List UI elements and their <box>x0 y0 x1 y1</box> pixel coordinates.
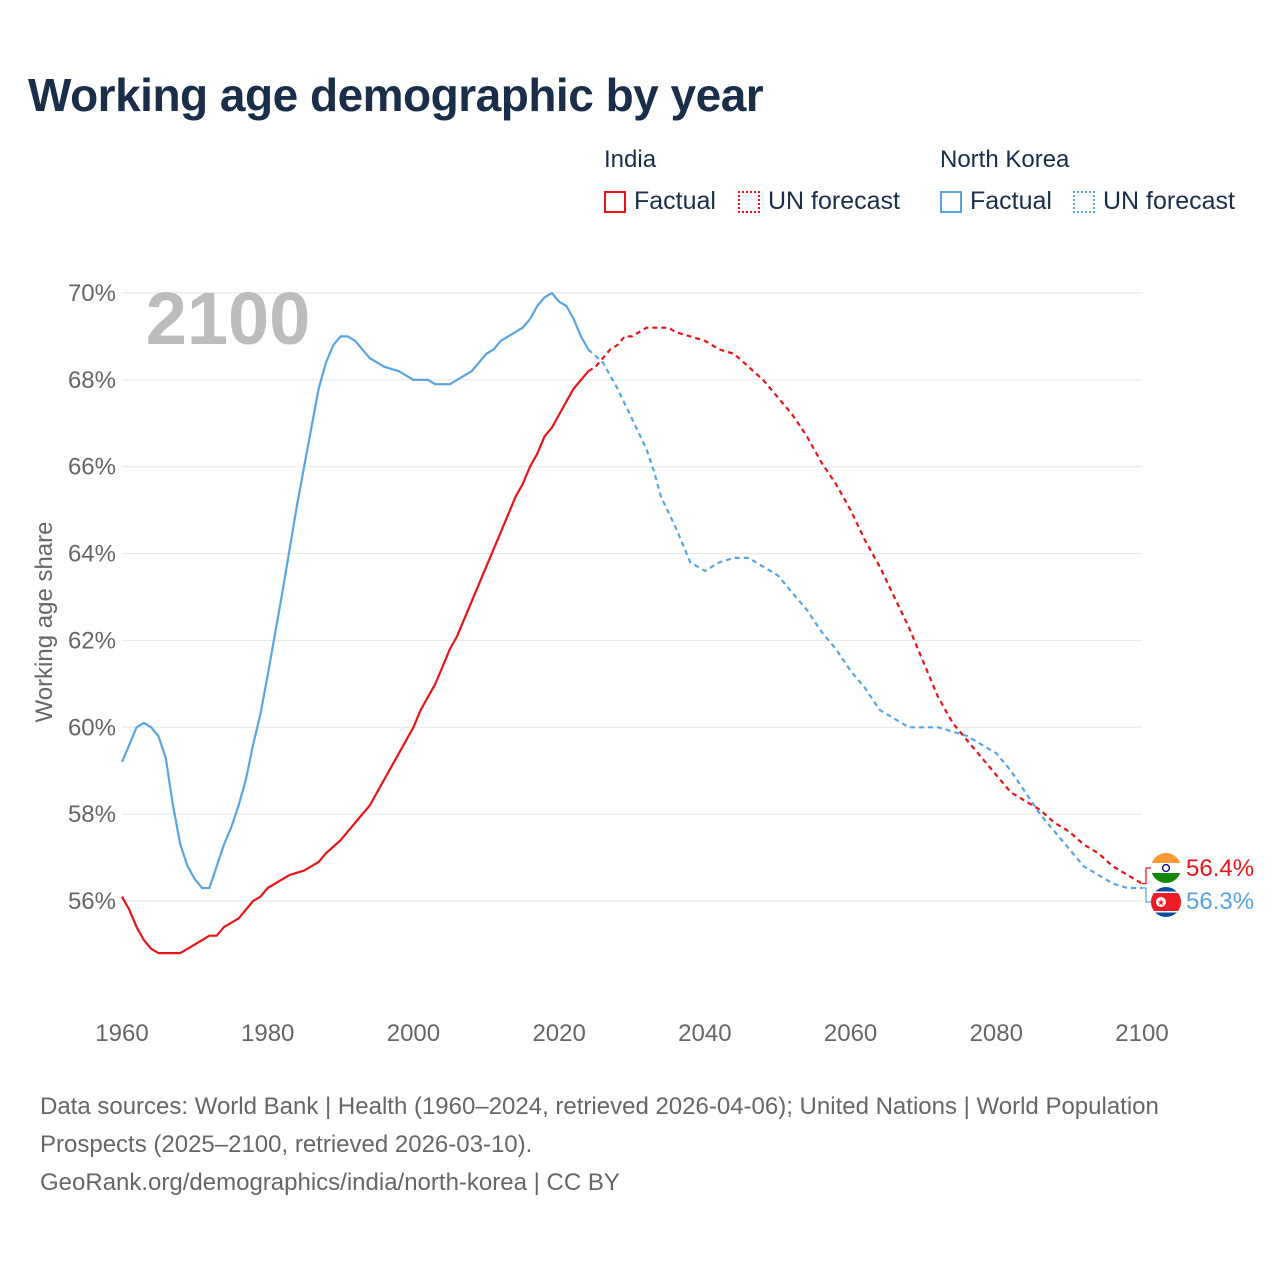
year-watermark: 2100 <box>146 277 311 360</box>
india-factual-line <box>121 370 590 955</box>
gridlines <box>122 292 1142 902</box>
footer: Data sources: World Bank | Health (1960–… <box>40 1088 1190 1202</box>
legend-swatch-dotted <box>738 190 760 213</box>
north-korea-flag-icon: ★ <box>1151 887 1181 917</box>
legend-north-korea-factual[interactable]: Factual <box>940 187 1052 216</box>
y-tick-label: 60% <box>68 714 116 741</box>
legend-label: Factual <box>970 187 1052 215</box>
legend-label: Factual <box>634 187 716 215</box>
end-label-connector <box>1142 887 1151 903</box>
legend-india-forecast[interactable]: UN forecast <box>738 187 900 216</box>
x-tick-label: 1980 <box>241 1020 294 1047</box>
x-tick-labels: 1960 1980 2000 2020 2040 2060 2080 2100 <box>95 1020 1168 1047</box>
end-label-connectors <box>1142 867 1151 903</box>
chart-title: Working age demographic by year <box>28 69 764 121</box>
x-tick-label: 2020 <box>532 1020 585 1047</box>
y-tick-labels: 56% 58% 60% 62% 64% 66% 68% 70% <box>68 280 116 915</box>
series-lines <box>120 291 1143 955</box>
legend-title-india: India <box>604 146 657 173</box>
legend-label: UN forecast <box>1103 187 1235 215</box>
line-chart: 2100 56% 58% 60% 62% 64% 66% 68% 70% 1960 1980 20… <box>31 277 1254 1047</box>
end-label-north-korea: 56.3% <box>1186 888 1254 915</box>
y-tick-label: 68% <box>68 367 116 394</box>
y-tick-label: 64% <box>68 541 116 568</box>
end-label-india: 56.4% <box>1186 855 1254 882</box>
india-flag-icon <box>1151 853 1181 883</box>
x-tick-label: 2080 <box>970 1020 1023 1047</box>
legend-india-factual[interactable]: Factual <box>604 187 716 216</box>
north-korea-forecast-line <box>587 348 1142 890</box>
y-tick-label: 66% <box>68 454 116 481</box>
y-tick-label: 56% <box>68 888 116 915</box>
x-tick-label: 2100 <box>1115 1020 1168 1047</box>
source-url[interactable]: GeoRank.org/demographics/india/north-kor… <box>40 1169 620 1196</box>
legend-swatch-dotted <box>1073 190 1095 213</box>
legend-title-north-korea: North Korea <box>940 146 1070 173</box>
x-tick-label: 2040 <box>678 1020 731 1047</box>
legend-swatch-solid <box>604 190 626 213</box>
legend-swatch-solid <box>940 190 962 213</box>
y-tick-label: 70% <box>68 280 116 307</box>
y-axis-label: Working age share <box>31 522 58 723</box>
x-tick-label: 2000 <box>387 1020 440 1047</box>
legend-north-korea-forecast[interactable]: UN forecast <box>1073 187 1235 216</box>
end-label-connector <box>1142 867 1151 885</box>
x-tick-label: 2060 <box>824 1020 877 1047</box>
x-tick-label: 1960 <box>95 1020 148 1047</box>
svg-text:★: ★ <box>1157 899 1165 909</box>
y-tick-label: 58% <box>68 801 116 828</box>
y-tick-label: 62% <box>68 627 116 654</box>
north-korea-factual-line <box>120 291 590 890</box>
legend-label: UN forecast <box>768 187 900 215</box>
india-forecast-line <box>587 326 1143 885</box>
data-sources: Data sources: World Bank | Health (1960–… <box>40 1093 1159 1158</box>
